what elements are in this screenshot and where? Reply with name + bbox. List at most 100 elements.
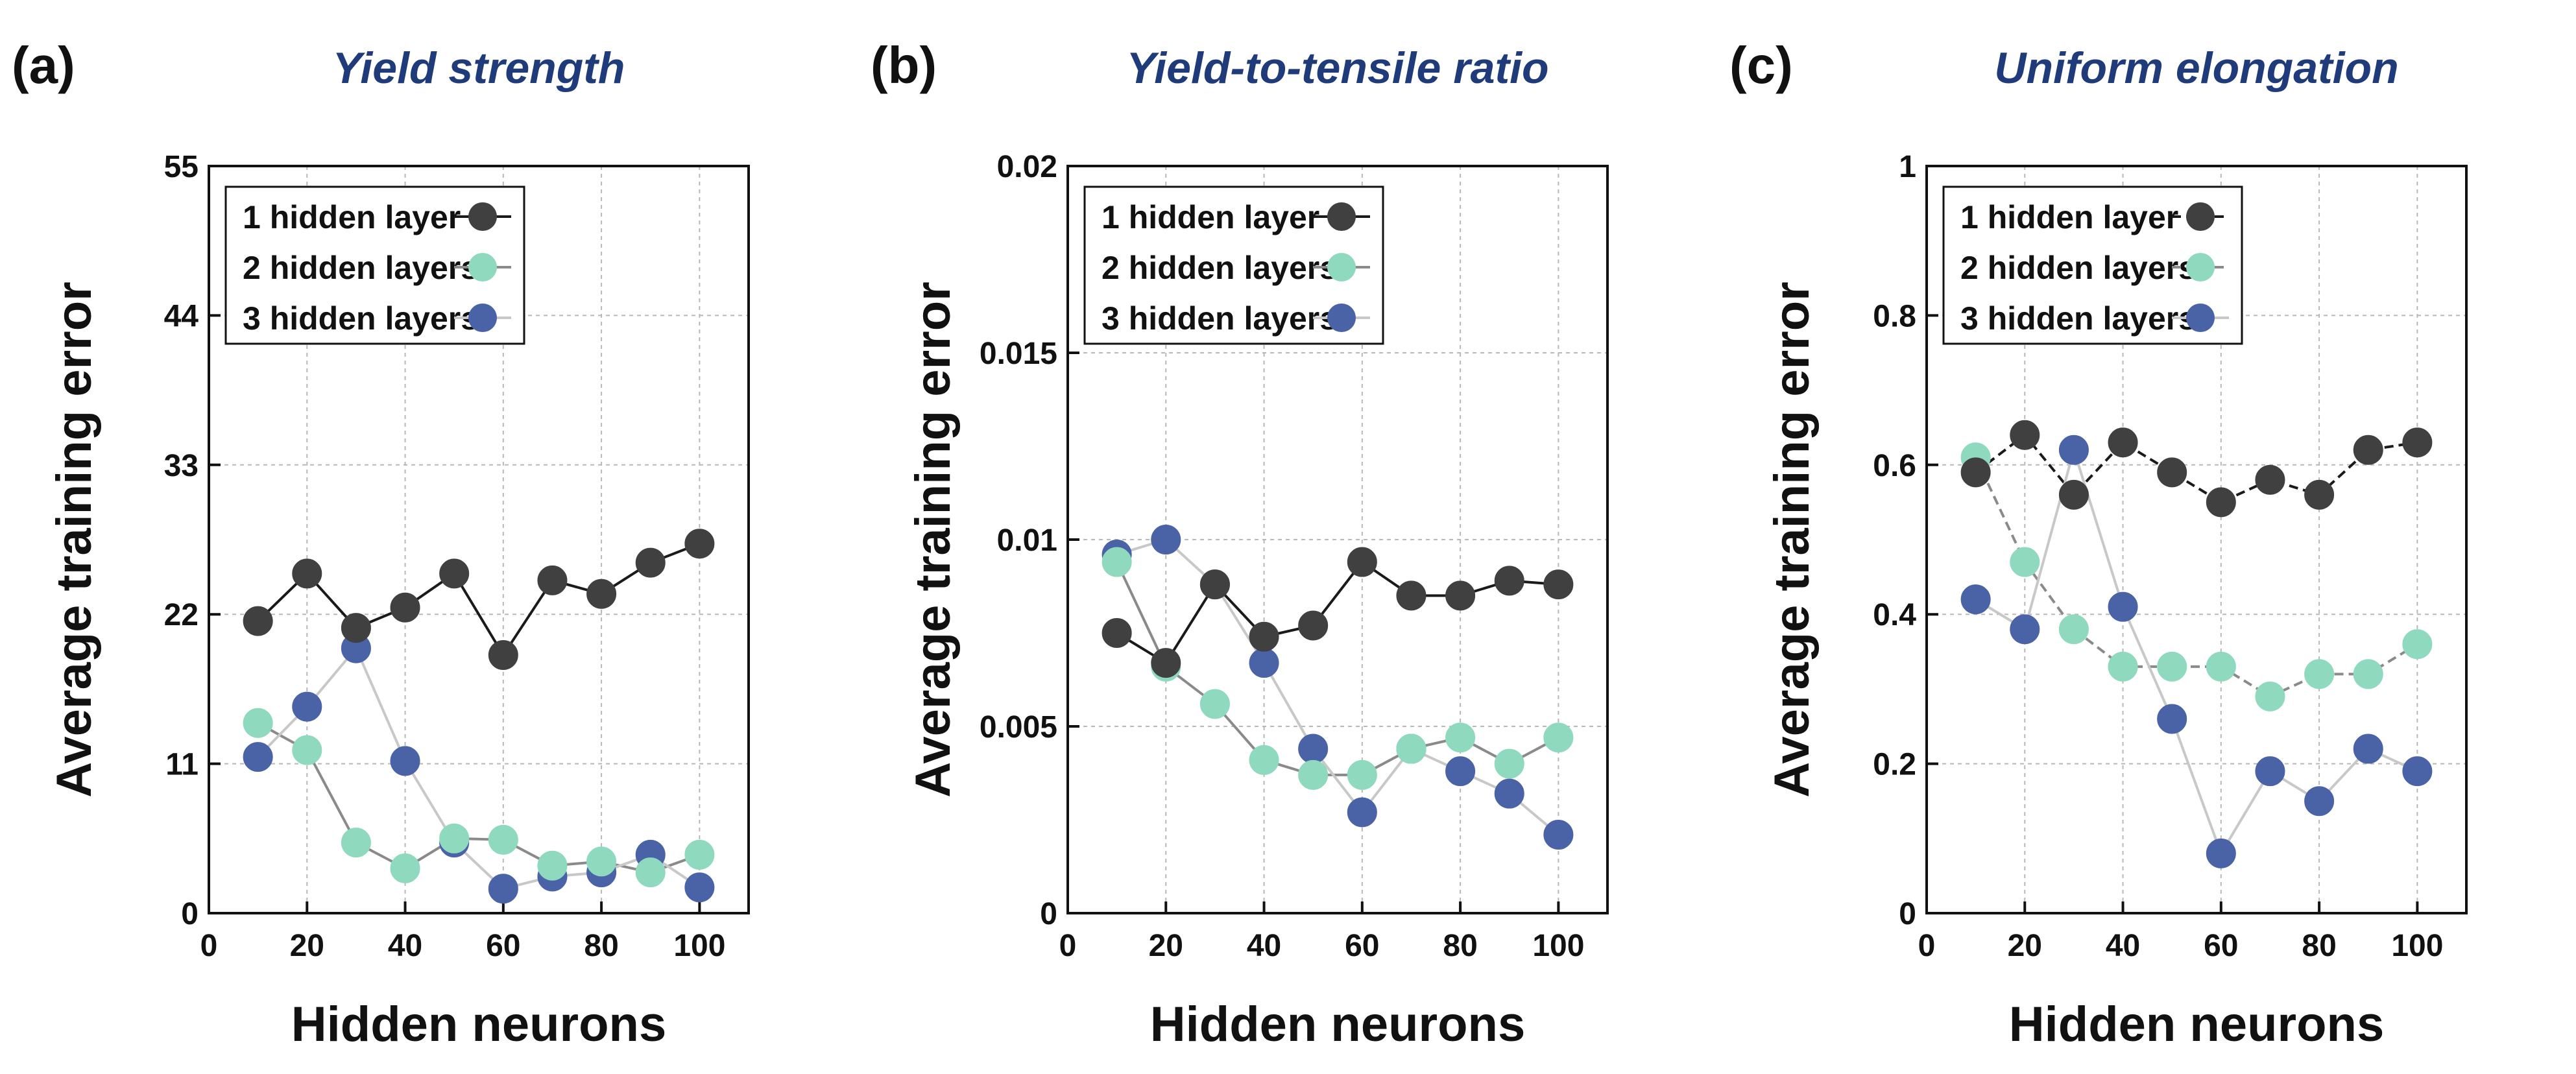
data-point-series-2 bbox=[1249, 745, 1279, 775]
data-point-series-3 bbox=[1494, 778, 1524, 809]
plot-frame bbox=[1925, 165, 2468, 914]
y-tick-label: 0.01 bbox=[997, 523, 1057, 558]
chart-title: Yield strength bbox=[333, 43, 625, 93]
panel-label: (c) bbox=[1729, 36, 1793, 94]
data-point-series-1 bbox=[1494, 566, 1524, 596]
plot-frame bbox=[208, 165, 750, 914]
data-point-series-3 bbox=[1445, 756, 1476, 787]
data-point-series-3 bbox=[292, 691, 322, 722]
data-point-series-1 bbox=[1101, 618, 1132, 648]
data-point-series-2 bbox=[2402, 629, 2433, 660]
data-point-series-2 bbox=[1494, 748, 1524, 779]
data-point-series-1 bbox=[439, 558, 470, 589]
legend-marker bbox=[1327, 253, 1356, 281]
x-axis-label: Hidden neurons bbox=[2009, 997, 2384, 1052]
legend-marker bbox=[468, 304, 497, 332]
series-line-3 bbox=[1975, 445, 2418, 857]
series-line-3 bbox=[257, 645, 701, 890]
data-point-series-1 bbox=[1249, 621, 1279, 652]
data-point-series-2 bbox=[684, 839, 715, 870]
data-point-series-2 bbox=[2157, 651, 2187, 682]
data-point-series-3 bbox=[2255, 756, 2285, 787]
data-point-series-1 bbox=[1199, 569, 1230, 600]
data-point-series-3 bbox=[1543, 820, 1574, 850]
data-point-series-1 bbox=[1396, 580, 1426, 611]
x-tick-label: 100 bbox=[673, 929, 725, 963]
data-point-series-3 bbox=[1151, 525, 1181, 555]
data-point-series-2 bbox=[537, 850, 568, 881]
x-tick-label: 100 bbox=[2391, 929, 2443, 963]
legend-label: 3 hidden layers bbox=[1101, 300, 1338, 337]
x-tick-label: 0 bbox=[1918, 929, 1936, 963]
x-tick-label: 0 bbox=[1059, 929, 1077, 963]
data-point-series-1 bbox=[1543, 569, 1574, 600]
data-point-series-1 bbox=[2058, 479, 2089, 510]
series-line-2 bbox=[1115, 561, 1559, 776]
data-point-series-1 bbox=[635, 547, 666, 578]
x-tick-label: 20 bbox=[1149, 929, 1183, 963]
data-point-series-1 bbox=[1445, 580, 1476, 611]
data-point-series-1 bbox=[1347, 547, 1377, 577]
y-tick-label: 0.005 bbox=[980, 710, 1057, 745]
data-point-series-2 bbox=[1101, 547, 1132, 577]
data-point-series-2 bbox=[488, 824, 518, 855]
data-point-series-1 bbox=[537, 565, 568, 595]
data-point-series-1 bbox=[2157, 457, 2187, 488]
y-tick-label: 11 bbox=[165, 748, 199, 782]
data-point-series-3 bbox=[2402, 756, 2433, 787]
chart-panel-a: (a) Yield strength 0 20 40 60 80 100 0 11 22 33 44 55… bbox=[12, 36, 750, 1052]
data-point-series-2 bbox=[292, 735, 322, 765]
data-point-series-1 bbox=[243, 606, 273, 636]
series-line-2 bbox=[1974, 457, 2418, 698]
data-point-series-2 bbox=[243, 708, 273, 738]
chart-title: Yield-to-tensile ratio bbox=[1126, 43, 1548, 93]
x-tick-label: 60 bbox=[1345, 929, 1379, 963]
data-point-series-2 bbox=[2353, 659, 2383, 689]
series-line-2 bbox=[257, 722, 701, 874]
x-tick-label: 40 bbox=[1247, 929, 1281, 963]
data-point-series-2 bbox=[635, 857, 666, 888]
y-axis-label: Average training error bbox=[906, 281, 961, 797]
y-tick-label: 0 bbox=[1040, 897, 1057, 931]
data-point-series-3 bbox=[2108, 591, 2138, 622]
data-point-series-1 bbox=[1151, 648, 1181, 678]
data-point-series-2 bbox=[2108, 651, 2138, 682]
data-point-series-3 bbox=[1298, 734, 1329, 764]
x-axis-label: Hidden neurons bbox=[1150, 997, 1525, 1052]
x-tick-label: 60 bbox=[2204, 929, 2238, 963]
x-tick-label: 100 bbox=[1532, 929, 1584, 963]
legend-marker bbox=[1327, 304, 1356, 332]
data-point-series-1 bbox=[586, 579, 617, 609]
data-point-series-1 bbox=[390, 592, 420, 623]
data-point-series-2 bbox=[2255, 681, 2285, 711]
chart-panel-c: (c) Uniform elongation 0 20 40 60 80 100 0 0.2 0.4… bbox=[1729, 36, 2468, 1052]
data-point-series-1 bbox=[1960, 457, 1991, 488]
data-point-series-2 bbox=[586, 846, 617, 877]
y-tick-label: 0.8 bbox=[1873, 299, 1916, 333]
data-point-series-2 bbox=[2304, 659, 2335, 689]
chart-panel-b: (b) Yield-to-tensile ratio 0 20 40 60 80 100 0 0.… bbox=[871, 36, 1609, 1052]
legend-label: 1 hidden layer bbox=[1101, 199, 1319, 235]
legend-label: 3 hidden layers bbox=[1960, 300, 2197, 337]
legend-label: 2 hidden layers bbox=[1101, 250, 1338, 286]
data-point-series-3 bbox=[2304, 786, 2335, 817]
data-point-series-2 bbox=[2206, 651, 2236, 682]
legend-label: 1 hidden layer bbox=[243, 199, 461, 235]
data-point-series-1 bbox=[2108, 427, 2138, 458]
y-tick-label: 0.015 bbox=[980, 337, 1057, 371]
y-tick-label: 44 bbox=[164, 299, 199, 333]
series-line-1 bbox=[257, 542, 701, 658]
y-tick-label: 0.02 bbox=[997, 150, 1057, 184]
data-point-series-2 bbox=[2058, 614, 2089, 645]
legend-marker bbox=[2186, 202, 2215, 231]
x-tick-label: 80 bbox=[2302, 929, 2336, 963]
data-point-series-1 bbox=[2255, 464, 2285, 495]
legend-label: 2 hidden layers bbox=[1960, 250, 2197, 286]
x-tick-label: 0 bbox=[200, 929, 218, 963]
y-tick-label: 0.4 bbox=[1873, 598, 1916, 632]
series-line-1 bbox=[1116, 560, 1559, 665]
series-line-3 bbox=[1116, 538, 1559, 836]
data-point-series-1 bbox=[2402, 427, 2433, 458]
y-tick-label: 0 bbox=[1899, 897, 1916, 931]
data-point-series-3 bbox=[2157, 704, 2187, 734]
